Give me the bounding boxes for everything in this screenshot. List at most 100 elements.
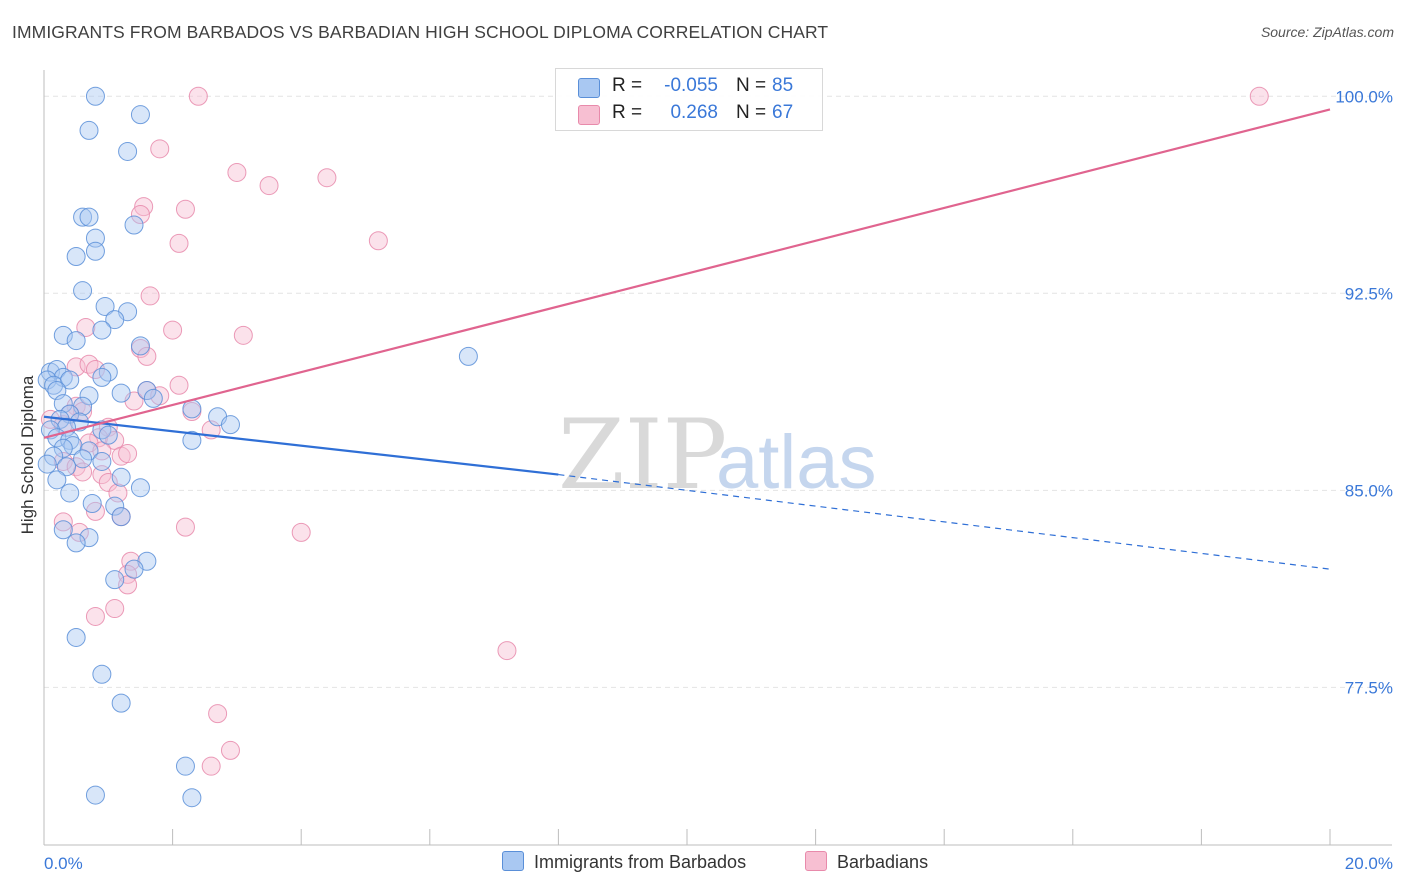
stats-row-blue: R = -0.055 N = 85 [556,74,822,100]
x-tick-label-0: 0.0% [44,854,83,873]
blue-point-50 [73,449,93,469]
blue-point-30 [137,381,157,401]
stats-row-pink: R = 0.268 N = 67 [556,101,822,127]
stats-swatch-pink [578,105,600,125]
pink-point-39 [66,457,86,477]
pink-point-51 [118,564,138,584]
pink-point-3 [227,162,247,182]
blue-point-20 [47,359,67,379]
pink-point-37 [118,444,138,464]
blue-point-3 [118,141,138,161]
grid-layer [44,95,1392,688]
blue-point-47 [79,441,99,461]
stats-r-value-blue: -0.055 [664,75,718,96]
blue-point-15 [53,325,73,345]
stats-n-value-pink: 67 [772,102,794,123]
trend-layer [43,108,1331,570]
blue-point-6 [124,215,144,235]
watermark-atlas: atlas [716,420,877,505]
blue-point-13 [105,310,125,330]
blue-point-73 [182,788,202,808]
blue-point-60 [105,496,125,516]
blue-point-70 [111,693,131,713]
tick-label-layer: 100.0% 92.5% 85.0% 77.5% 0.0% 20.0% [44,87,1393,873]
blue-point-11 [95,296,115,316]
blue-point-53 [57,457,77,477]
blue-point-31 [143,388,163,408]
blue-point-5 [79,207,99,227]
x-tick-label-1: 20.0% [1345,854,1393,873]
blue-point-8 [85,241,105,261]
pink-point-2 [150,139,170,159]
pink-point-20 [169,375,189,395]
y-tick-label-1: 92.5% [1345,284,1393,303]
pink-point-8 [175,199,195,219]
legend-label-blue: Immigrants from Barbados [534,852,747,872]
axis-layer [43,70,1392,846]
blue-point-2 [79,120,99,140]
blue-point-1 [130,105,150,125]
blue-point-29 [111,383,131,403]
pink-point-14 [233,325,253,345]
pink-point-56 [208,704,228,724]
pink-point-10 [169,233,189,253]
pink-point-55 [497,641,517,661]
pink-point-42 [98,472,118,492]
blue-trend-extension [558,473,1331,570]
blue-point-10 [73,281,93,301]
blue-point-49 [44,446,64,466]
pink-point-46 [53,512,73,532]
pink-point-53 [105,599,125,619]
legend-swatch-blue [502,851,524,871]
stats-n-value-blue: 85 [772,75,794,96]
blue-point-51 [92,451,112,471]
pink-point-4 [317,168,337,188]
blue-point-62 [53,520,73,540]
blue-point-54 [182,430,202,450]
y-tick-label-3: 77.5% [1345,678,1393,697]
pink-point-44 [85,501,105,521]
blue-point-48 [53,438,73,458]
watermark: ZIP atlas [558,399,877,511]
stats-r-label-pink: R = [612,102,643,123]
pink-point-13 [163,320,183,340]
blue-point-18 [458,346,478,366]
pink-point-5 [259,176,279,196]
blue-point-52 [37,454,57,474]
legend-label-pink: Barbadians [837,852,929,872]
blue-point-63 [79,528,99,548]
pink-point-18 [79,354,99,374]
legend-swatch-pink [805,851,827,871]
stats-r-label-blue: R = [612,75,643,96]
pink-point-12 [76,317,96,337]
blue-point-32 [53,394,73,414]
blue-point-24 [60,370,80,390]
stats-r-value-pink: 0.268 [670,102,718,123]
blue-point-16 [66,331,86,351]
blue-point-56 [111,467,131,487]
y-tick-label-0: 100.0% [1335,87,1393,106]
pink-point-38 [53,451,73,471]
blue-trend-line [43,415,559,476]
blue-point-58 [60,483,80,503]
pink-point-0 [188,86,208,106]
blue-point-68 [66,627,86,647]
blue-point-0 [85,86,105,106]
blue-point-67 [105,570,125,590]
pink-point-6 [134,197,154,217]
pink-point-41 [92,465,112,485]
stats-n-label-blue: N = [736,75,767,96]
blue-point-4 [73,207,93,227]
legend-item-pink[interactable]: Barbadians [805,851,928,877]
pink-point-7 [130,204,150,224]
legend-item-blue[interactable]: Immigrants from Barbados [502,851,746,877]
pink-point-11 [140,286,160,306]
blue-point-61 [111,507,131,527]
pink-point-9 [368,231,388,251]
chart-title: IMMIGRANTS FROM BARBADOS VS BARBADIAN HI… [12,22,829,42]
blue-point-66 [124,559,144,579]
pink-series [40,86,1269,776]
y-tick-label-2: 85.0% [1345,481,1393,500]
blue-point-71 [175,756,195,776]
blue-point-14 [92,320,112,340]
